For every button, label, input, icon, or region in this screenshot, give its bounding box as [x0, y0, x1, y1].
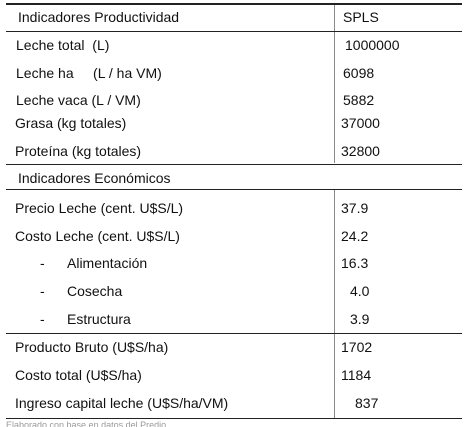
subrow-label: Alimentación	[67, 255, 148, 271]
row-label: Leche vaca (L / VM)	[16, 92, 141, 108]
table-footnote: Elaborado con base en datos del Predio	[6, 420, 167, 427]
subrow-dash: -	[40, 311, 45, 327]
row-value: 37.9	[341, 200, 369, 216]
subrow-value: 3.9	[350, 311, 370, 327]
row-value: 1000000	[345, 37, 400, 53]
column-divider	[334, 5, 335, 163]
subrow-value: 4.0	[350, 283, 370, 299]
header-divider	[6, 31, 462, 32]
row-label: Producto Bruto (U$S/ha)	[15, 339, 169, 355]
column-divider	[334, 190, 335, 418]
row-label: Leche total (L)	[16, 37, 110, 53]
header-value: SPLS	[343, 9, 379, 25]
subrow-value: 16.3	[341, 255, 369, 271]
row-label: Costo total (U$S/ha)	[15, 367, 142, 383]
row-label: Proteína (kg totales)	[15, 143, 142, 159]
row-value: 32800	[341, 143, 380, 159]
section-divider	[6, 333, 462, 334]
row-label: Grasa (kg totales)	[15, 115, 127, 131]
row-value: 1702	[341, 339, 373, 355]
header-label: Indicadores Productividad	[18, 9, 180, 25]
section-divider	[6, 189, 462, 190]
subrow-label: Estructura	[67, 311, 131, 327]
row-value: 837	[355, 395, 379, 411]
subrow-dash: -	[40, 283, 45, 299]
section-header-label: Indicadores Económicos	[18, 170, 171, 186]
row-value: 37000	[341, 115, 380, 131]
section-divider	[6, 164, 462, 165]
row-value: 1184	[341, 367, 372, 383]
row-value: 6098	[343, 65, 375, 81]
row-label: Ingreso capital leche (U$S/ha/VM)	[15, 395, 229, 411]
subrow-dash: -	[40, 255, 45, 271]
table-top-border	[6, 3, 462, 5]
subrow-label: Cosecha	[67, 283, 123, 299]
row-label: Leche ha (L / ha VM)	[16, 65, 162, 81]
row-label: Costo Leche (cent. U$S/L)	[15, 228, 180, 244]
row-value: 5882	[343, 92, 375, 108]
row-label: Precio Leche (cent. U$S/L)	[15, 200, 184, 216]
row-value: 24.2	[341, 228, 369, 244]
table-bottom-border	[6, 418, 462, 419]
